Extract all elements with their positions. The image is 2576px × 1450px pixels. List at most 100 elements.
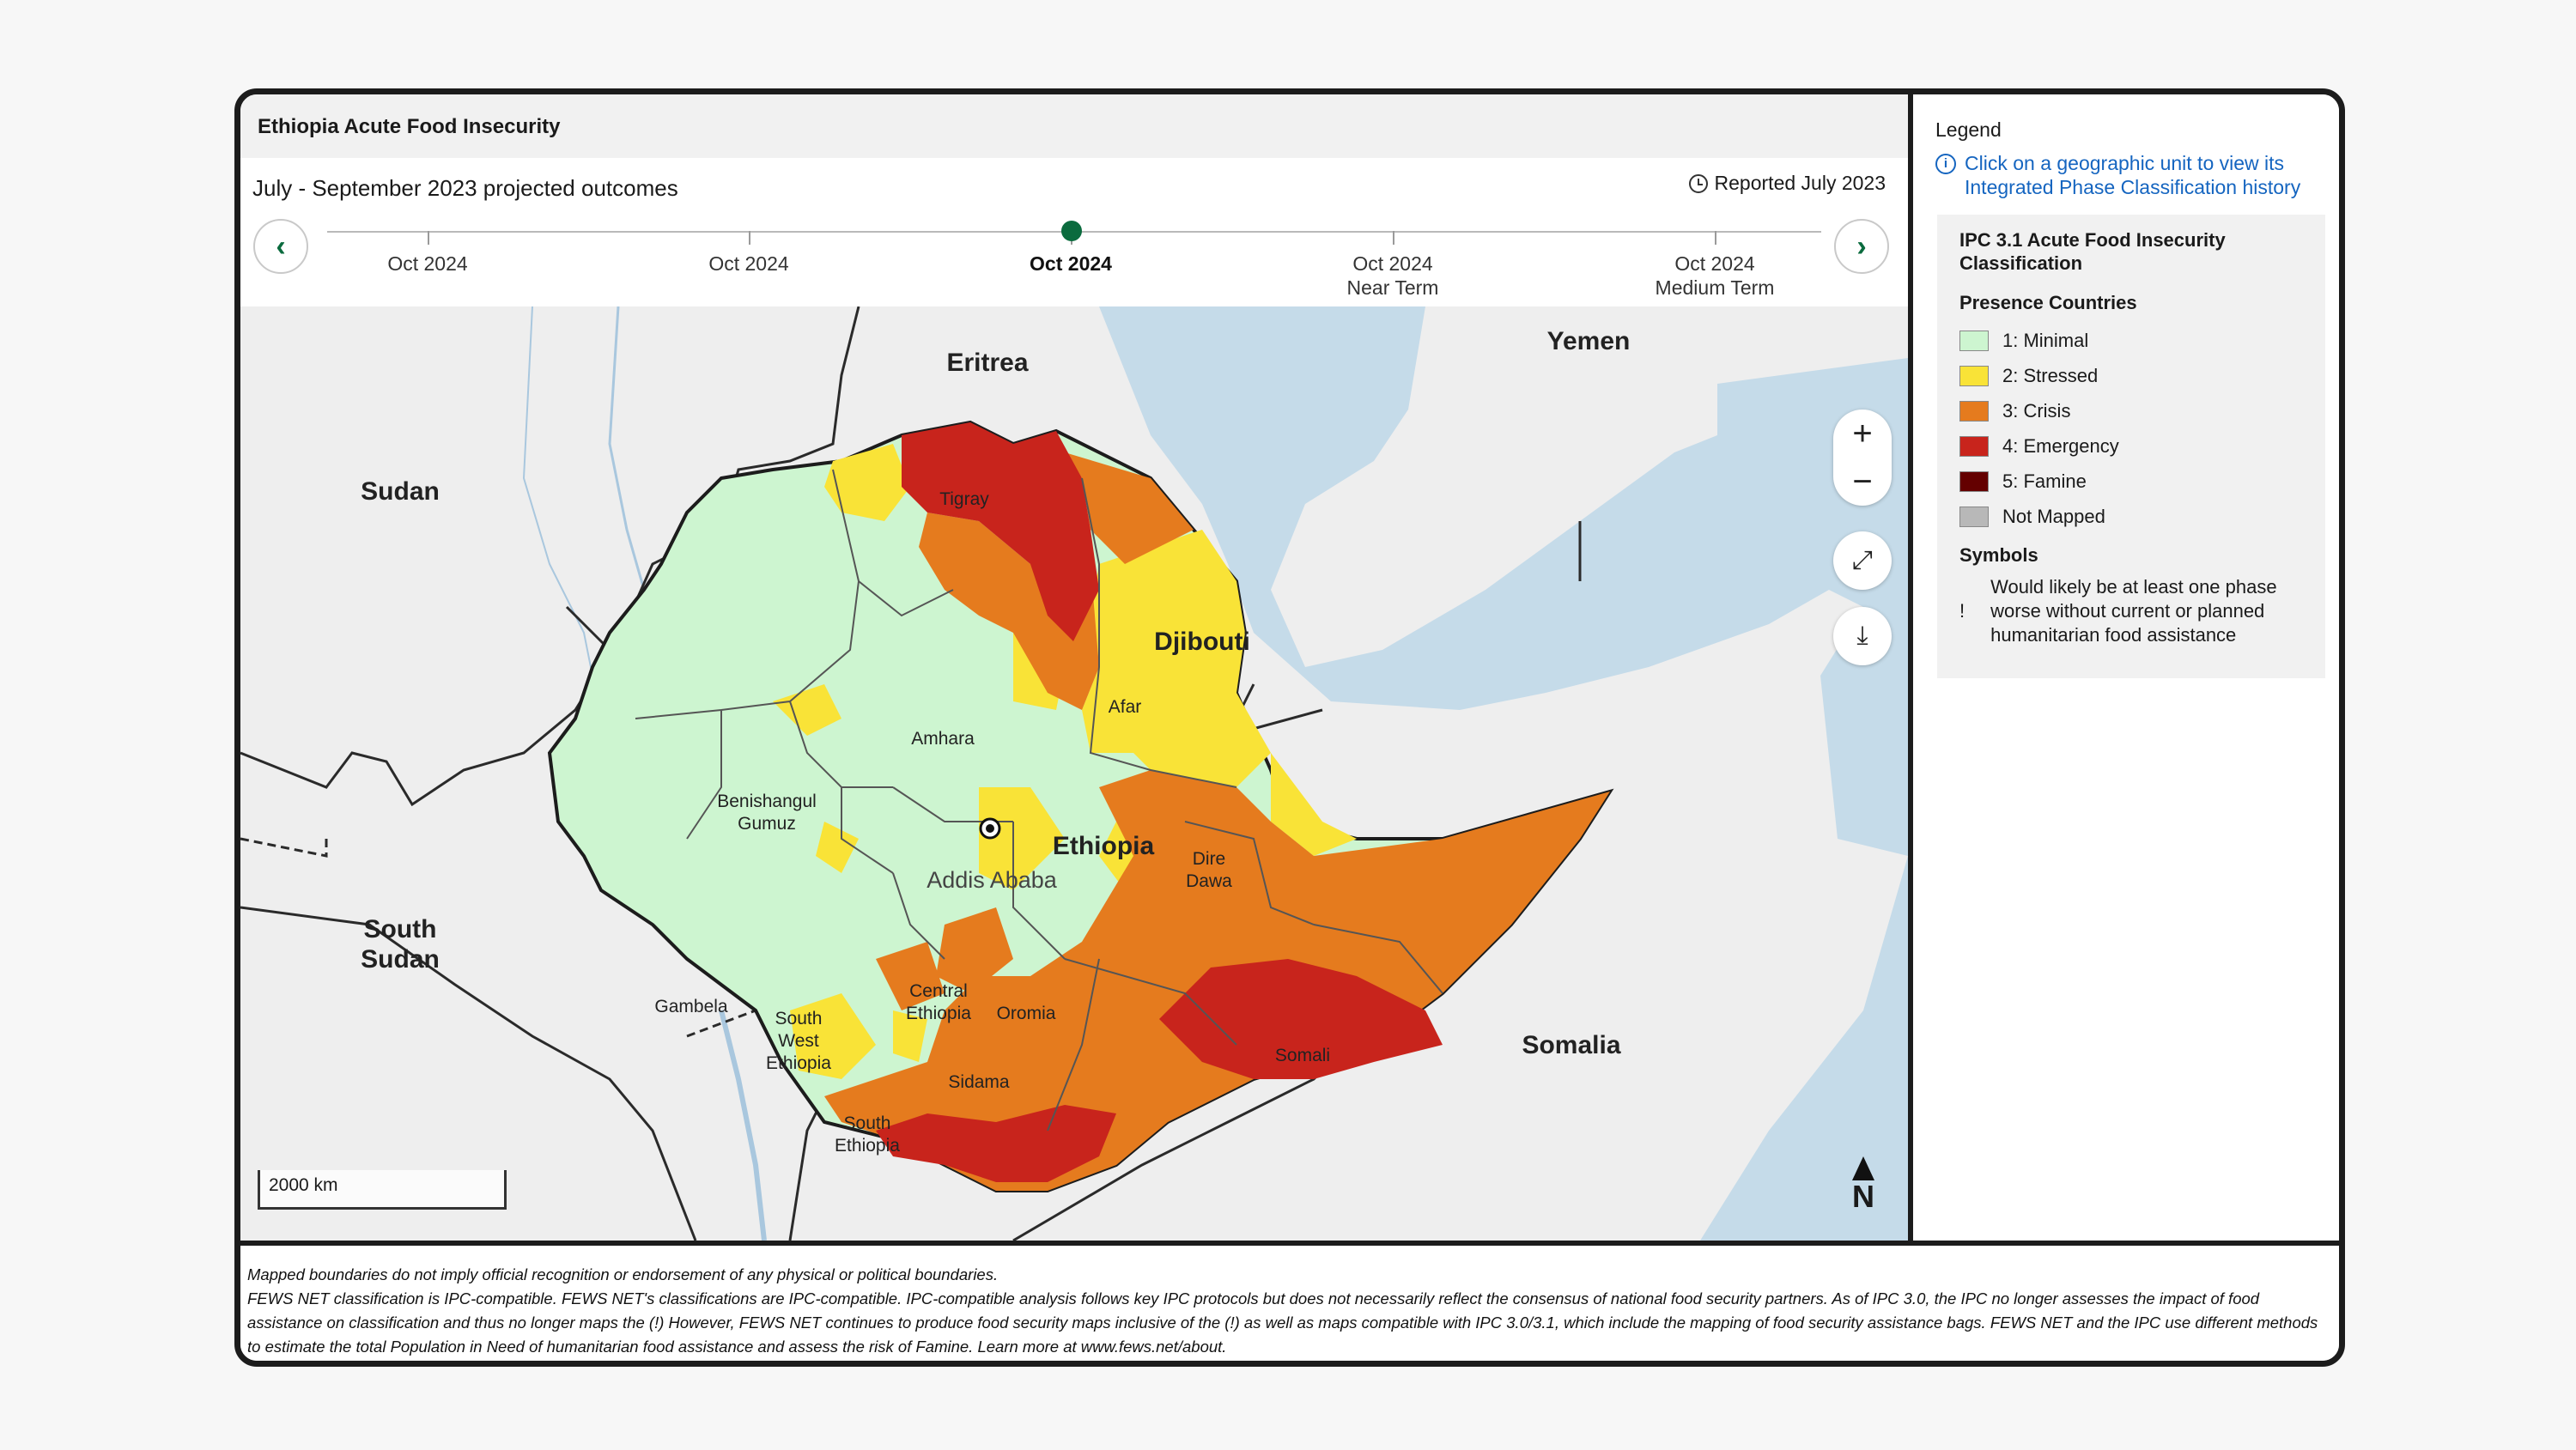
legend-item-label: 5: Famine xyxy=(2002,470,2087,492)
label-yemen: Yemen xyxy=(1547,327,1631,355)
legend-swatch xyxy=(1959,470,1989,492)
exclamation-icon: ! xyxy=(1959,600,1965,622)
map-canvas[interactable]: Eritrea Yemen Sudan Djibouti Somalia Eth… xyxy=(240,306,1908,1241)
timeline-tick xyxy=(1393,231,1394,245)
timeline-step-1[interactable]: Oct 2024 xyxy=(316,252,539,276)
timeline-step-label: Oct 2024 xyxy=(1352,252,1433,275)
sea-water xyxy=(1099,306,1908,1241)
label-djibouti: Djibouti xyxy=(1154,628,1250,656)
reported-label: Reported July 2023 xyxy=(1714,172,1886,194)
label-tigray: Tigray xyxy=(939,489,989,509)
north-label: N xyxy=(1852,1179,1874,1214)
map-svg[interactable]: Eritrea Yemen Sudan Djibouti Somalia Eth… xyxy=(240,306,1908,1241)
label-south-sudan-2: Sudan xyxy=(361,945,440,974)
legend-swatch xyxy=(1959,506,1989,527)
presence-title: Presence Countries xyxy=(1959,292,2137,313)
symbol-description: Would likely be at least one phase worse… xyxy=(1990,576,2277,646)
footer-divider xyxy=(240,1241,2339,1246)
legend-item-label: 1: Minimal xyxy=(2002,329,2089,351)
legend-item-label: Not Mapped xyxy=(2002,505,2105,527)
timeline-step-sublabel: Medium Term xyxy=(1655,276,1775,299)
footer-line-1: Mapped boundaries do not imply official … xyxy=(247,1265,999,1283)
north-arrow: N xyxy=(1846,1156,1880,1213)
region-emergency[interactable] xyxy=(876,422,1443,1182)
zoom-in-button[interactable]: + xyxy=(1852,414,1873,452)
timeline-step-sublabel: Near Term xyxy=(1346,276,1439,299)
north-arrow-icon xyxy=(1852,1156,1874,1180)
legend-title: Legend xyxy=(1935,118,2002,141)
label-south-west-2: West xyxy=(778,1031,819,1051)
legend-item-label: 4: Emergency xyxy=(2002,434,2119,457)
legend-item-label: 3: Crisis xyxy=(2002,399,2071,422)
label-amhara: Amhara xyxy=(911,729,975,749)
label-oromia: Oromia xyxy=(997,1004,1056,1023)
label-benishangul-2: Gumuz xyxy=(738,814,796,834)
region-stressed[interactable] xyxy=(773,444,1357,1079)
legend-swatch xyxy=(1959,365,1989,386)
timeline-prev-button[interactable]: ‹ xyxy=(253,219,308,274)
legend-panel: Legend i Click on a geographic unit to v… xyxy=(1913,94,2339,1241)
info-icon: i xyxy=(1935,154,1956,174)
page-title: Ethiopia Acute Food Insecurity xyxy=(258,115,561,138)
label-afar: Afar xyxy=(1109,697,1142,717)
label-somali: Somali xyxy=(1275,1046,1330,1065)
label-south-ethiopia-2: Ethiopia xyxy=(835,1136,900,1156)
label-south-west-3: Ethiopia xyxy=(766,1053,831,1073)
fullscreen-button[interactable]: ⤢ xyxy=(1833,531,1892,590)
panel-divider xyxy=(1908,94,1913,1241)
chevron-left-icon: ‹ xyxy=(276,229,286,263)
legend-item: 5: Famine xyxy=(1959,464,2303,499)
label-eritrea: Eritrea xyxy=(946,349,1028,377)
timeline-step-label: Oct 2024 xyxy=(387,252,468,275)
footer-line-2: FEWS NET classification is IPC-compatibl… xyxy=(247,1289,2318,1356)
legend-item: Not Mapped xyxy=(1959,499,2303,534)
legend-swatch xyxy=(1959,435,1989,457)
label-somalia: Somalia xyxy=(1522,1031,1620,1059)
label-south-west-1: South xyxy=(775,1009,823,1028)
zoom-controls: + − xyxy=(1833,410,1892,506)
map-viewer-frame: Ethiopia Acute Food Insecurity July - Se… xyxy=(234,88,2345,1367)
timeline-current-marker[interactable] xyxy=(1061,221,1082,241)
timeline-step-2[interactable]: Oct 2024 xyxy=(637,252,860,276)
timeline-subtitle: July - September 2023 projected outcomes xyxy=(252,175,678,201)
label-benishangul-1: Benishangul xyxy=(717,792,817,811)
timeline-step-3[interactable]: Oct 2024 xyxy=(959,252,1182,276)
main-panel: Ethiopia Acute Food Insecurity July - Se… xyxy=(240,94,1908,1241)
label-south-ethiopia-1: South xyxy=(844,1113,891,1133)
footer-disclaimer: Mapped boundaries do not imply official … xyxy=(240,1246,2339,1361)
legend-item: 1: Minimal xyxy=(1959,323,2303,358)
legend-swatch xyxy=(1959,400,1989,422)
label-central-2: Ethiopia xyxy=(906,1004,971,1023)
legend-item: 3: Crisis xyxy=(1959,393,2303,428)
label-central-1: Central xyxy=(909,981,968,1001)
zoom-out-button[interactable]: − xyxy=(1852,462,1873,501)
timeline-step-4[interactable]: Oct 2024 Near Term xyxy=(1281,252,1504,300)
label-sidama: Sidama xyxy=(948,1072,1010,1092)
timeline-tick xyxy=(428,231,429,245)
timeline-step-label: Oct 2024 xyxy=(1674,252,1755,275)
label-gambela: Gambela xyxy=(654,997,728,1016)
classification-title: IPC 3.1 Acute Food Insecurity Classifica… xyxy=(1959,229,2226,274)
label-addis-ababa: Addis Ababa xyxy=(927,867,1058,893)
timeline-step-5[interactable]: Oct 2024 Medium Term xyxy=(1603,252,1826,300)
timeline-step-label: Oct 2024 xyxy=(1030,252,1112,275)
scale-bar: 2000 km xyxy=(258,1170,507,1210)
timeline-step-label: Oct 2024 xyxy=(708,252,789,275)
legend-item: 4: Emergency xyxy=(1959,428,2303,464)
reported-date: Reported July 2023 xyxy=(1688,172,1886,195)
title-bar: Ethiopia Acute Food Insecurity xyxy=(240,94,1908,158)
legend-item: 2: Stressed xyxy=(1959,358,2303,393)
legend-item-label: 2: Stressed xyxy=(2002,364,2099,386)
clock-icon xyxy=(1688,173,1708,193)
chevron-right-icon: › xyxy=(1856,229,1867,263)
label-sudan: Sudan xyxy=(361,477,440,506)
legend-info-text[interactable]: Click on a geographic unit to view its I… xyxy=(1965,152,2301,198)
download-icon: ⤓ xyxy=(1856,622,1868,650)
legend-info-link[interactable]: i Click on a geographic unit to view its… xyxy=(1935,151,2322,199)
timeline-tick xyxy=(1715,231,1716,245)
legend-swatch xyxy=(1959,330,1989,351)
download-button[interactable]: ⤓ xyxy=(1833,607,1892,665)
expand-icon: ⤢ xyxy=(1852,546,1873,574)
timeline-next-button[interactable]: › xyxy=(1834,219,1889,274)
label-ethiopia: Ethiopia xyxy=(1053,832,1155,860)
